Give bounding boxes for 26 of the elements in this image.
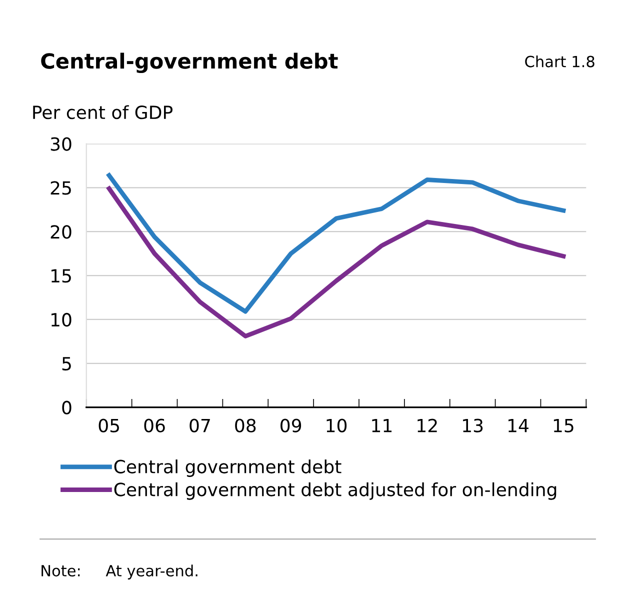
x-tick-label: 09 bbox=[280, 418, 302, 432]
y-tick-label: 30 bbox=[50, 137, 72, 151]
chart-title: Central-government debt bbox=[41, 52, 338, 74]
y-tick-label: 20 bbox=[50, 225, 72, 239]
caption: Chart 1.8 bbox=[525, 56, 594, 68]
x-tick-label: 10 bbox=[326, 418, 347, 432]
y-tick-label: 15 bbox=[52, 269, 71, 283]
x-tick-label: 13 bbox=[463, 418, 483, 432]
line-series bbox=[106, 173, 566, 314]
legend-label: Central government debt adjusted for on-lending bbox=[114, 482, 556, 500]
x-tick-label: 06 bbox=[144, 418, 165, 432]
x-tick-label: 05 bbox=[98, 418, 120, 432]
x-tick-label: 14 bbox=[508, 418, 528, 432]
y-tick-label: 5 bbox=[62, 357, 71, 371]
x-tick-label: 15 bbox=[554, 418, 574, 432]
x-tick-label: 08 bbox=[235, 418, 256, 432]
y-tick-label: 0 bbox=[62, 400, 72, 414]
y-axis-title: Per cent of GDP bbox=[33, 105, 173, 120]
legend-label: Central government debt bbox=[114, 459, 342, 477]
text: Note: At year-end. bbox=[42, 564, 198, 580]
x-tick-label: 12 bbox=[418, 418, 437, 432]
x-tick-label: 11 bbox=[372, 418, 392, 432]
line-series bbox=[106, 186, 566, 338]
y-tick-label: 10 bbox=[52, 312, 72, 327]
x-tick-label: 07 bbox=[190, 418, 210, 432]
y-tick-label: 25 bbox=[50, 181, 71, 195]
